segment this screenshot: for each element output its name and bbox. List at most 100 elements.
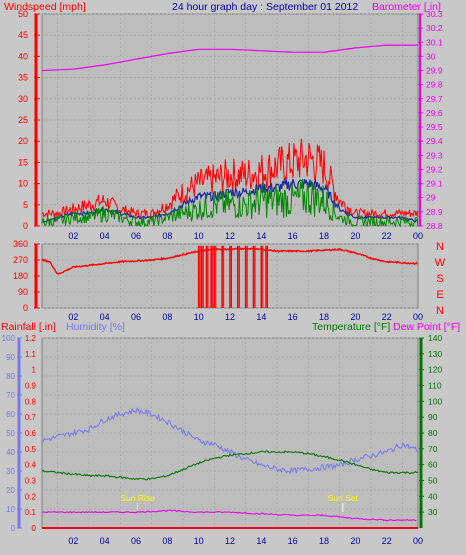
windspeed-tick-label: 35 bbox=[18, 73, 28, 83]
x-tick-label: 20 bbox=[350, 312, 360, 322]
humidity-tick-label: 40 bbox=[6, 448, 15, 457]
rainfall-tick-label: 0.5 bbox=[25, 445, 37, 454]
barometer-tick-label: 29.6 bbox=[426, 108, 443, 118]
temperature-axis-label: Temperature [°F] bbox=[312, 321, 390, 333]
barometer-tick-label: 29.1 bbox=[426, 179, 443, 189]
barometer-tick-label: 29.9 bbox=[426, 66, 443, 76]
x-tick-label: 08 bbox=[162, 536, 172, 546]
barometer-tick-label: 30.3 bbox=[426, 9, 443, 19]
humidity-tick-label: 70 bbox=[6, 391, 15, 400]
windspeed-tick-label: 20 bbox=[18, 136, 28, 146]
rainfall-tick-label: 0.8 bbox=[25, 397, 37, 406]
x-tick-label: 18 bbox=[319, 536, 329, 546]
rainfall-axis-label: Rainfall [.in] bbox=[1, 321, 56, 333]
humidity-tick-label: 50 bbox=[6, 429, 15, 438]
x-tick-label: 02 bbox=[68, 312, 78, 322]
barometer-tick-label: 29.2 bbox=[426, 164, 443, 174]
windspeed-tick-label: 15 bbox=[18, 157, 28, 167]
sunset-label: Sun Set bbox=[328, 493, 359, 503]
humidity-tick-label: 10 bbox=[6, 505, 15, 514]
compass-label: S bbox=[436, 273, 443, 285]
x-tick-label: 04 bbox=[100, 231, 110, 241]
windspeed-axis-label: Windspeed [mph] bbox=[4, 1, 86, 13]
compass-label: W bbox=[435, 257, 446, 269]
temperature-tick-label: 80 bbox=[428, 428, 438, 438]
dewpoint-axis-label: Dew Point [°F] bbox=[393, 321, 460, 333]
temperature-tick-label: 70 bbox=[428, 444, 438, 454]
x-tick-label: 02 bbox=[68, 231, 78, 241]
rainfall-tick-label: 0.6 bbox=[25, 429, 37, 438]
barometer-line bbox=[41, 44, 418, 72]
humidity-tick-label: 100 bbox=[2, 334, 16, 343]
humidity-tick-label: 20 bbox=[6, 486, 15, 495]
windspeed-tick-label: 45 bbox=[18, 30, 28, 40]
rainfall-tick-label: 0.9 bbox=[25, 382, 37, 391]
x-tick-label: 06 bbox=[131, 231, 141, 241]
barometer-tick-label: 28.9 bbox=[426, 207, 443, 217]
x-tick-label: 06 bbox=[131, 312, 141, 322]
temperature-tick-label: 60 bbox=[428, 460, 438, 470]
rain-humidity-temp-panel: 0 0.1 0.2 0.3 0.4 0.5 0.6 0.7 0.8 0.9 1 1.1 1.2 0 10 20… bbox=[2, 333, 443, 546]
temperature-line bbox=[41, 450, 419, 481]
temperature-tick-label: 90 bbox=[428, 412, 438, 422]
direction-tick-label: 0 bbox=[23, 303, 28, 313]
x-tick-label: 12 bbox=[225, 231, 235, 241]
x-tick-label: 22 bbox=[382, 536, 392, 546]
windspeed-tick-label: 25 bbox=[18, 115, 28, 125]
x-tick-label: 18 bbox=[319, 231, 329, 241]
wind-gust-line bbox=[41, 138, 419, 220]
x-tick-label: 16 bbox=[288, 312, 298, 322]
dewpoint-line bbox=[41, 509, 417, 522]
rainfall-tick-label: 1.1 bbox=[25, 350, 37, 359]
humidity-tick-label: 80 bbox=[6, 372, 15, 381]
x-tick-label: 22 bbox=[382, 231, 392, 241]
humidity-tick-label: 60 bbox=[6, 410, 15, 419]
barometer-tick-label: 29.8 bbox=[426, 80, 443, 90]
windspeed-tick-label: 40 bbox=[18, 51, 28, 61]
wind-speed-line bbox=[41, 179, 419, 228]
x-tick-label: 02 bbox=[68, 536, 78, 546]
direction-tick-label: 90 bbox=[18, 287, 28, 297]
x-tick-label: 04 bbox=[100, 536, 110, 546]
chart-title: 24 hour graph day : September 01 2012 bbox=[172, 1, 358, 13]
x-tick-label: 20 bbox=[350, 536, 360, 546]
barometer-tick-label: 29.4 bbox=[426, 136, 443, 146]
x-tick-label: 04 bbox=[100, 312, 110, 322]
barometer-tick-label: 30 bbox=[426, 51, 436, 61]
rainfall-tick-label: 0 bbox=[32, 524, 37, 533]
x-tick-label: 10 bbox=[194, 536, 204, 546]
rainfall-tick-label: 0.1 bbox=[25, 508, 37, 517]
compass-label: E bbox=[436, 289, 443, 301]
barometer-tick-label: 30.1 bbox=[426, 37, 443, 47]
rainfall-tick-label: 0.2 bbox=[25, 492, 37, 501]
humidity-tick-label: 0 bbox=[11, 524, 16, 533]
temperature-tick-label: 30 bbox=[428, 507, 438, 517]
x-tick-label: 22 bbox=[382, 312, 392, 322]
windspeed-tick-label: 30 bbox=[18, 94, 28, 104]
x-tick-label: 06 bbox=[131, 536, 141, 546]
humidity-tick-label: 90 bbox=[6, 353, 15, 362]
temperature-tick-label: 110 bbox=[428, 381, 442, 391]
barometer-tick-label: 29.3 bbox=[426, 150, 443, 160]
rainfall-tick-label: 1 bbox=[32, 366, 37, 375]
x-tick-label: 20 bbox=[350, 231, 360, 241]
rainfall-tick-label: 0.7 bbox=[25, 413, 37, 422]
x-tick-label: 00 bbox=[413, 231, 423, 241]
wind-barometer-panel: 0 5 10 15 20 25 30 35 40 45 50 28.8 28.9 29 29.1 29.2 29… bbox=[18, 9, 443, 241]
rainfall-tick-label: 0.4 bbox=[25, 461, 37, 470]
compass-label: N bbox=[436, 305, 444, 317]
x-tick-label: 12 bbox=[225, 536, 235, 546]
x-tick-label: 00 bbox=[413, 536, 423, 546]
windspeed-tick-label: 10 bbox=[18, 179, 28, 189]
direction-tick-label: 270 bbox=[13, 255, 28, 265]
barometer-axis-label: Barometer [.in] bbox=[372, 1, 441, 13]
barometer-tick-label: 29.5 bbox=[426, 122, 443, 132]
barometer-tick-label: 29.7 bbox=[426, 94, 443, 104]
temperature-tick-label: 120 bbox=[428, 365, 442, 375]
temperature-tick-label: 130 bbox=[428, 349, 442, 359]
x-tick-label: 10 bbox=[194, 312, 204, 322]
temperature-tick-label: 50 bbox=[428, 476, 438, 486]
x-tick-label: 14 bbox=[256, 536, 266, 546]
